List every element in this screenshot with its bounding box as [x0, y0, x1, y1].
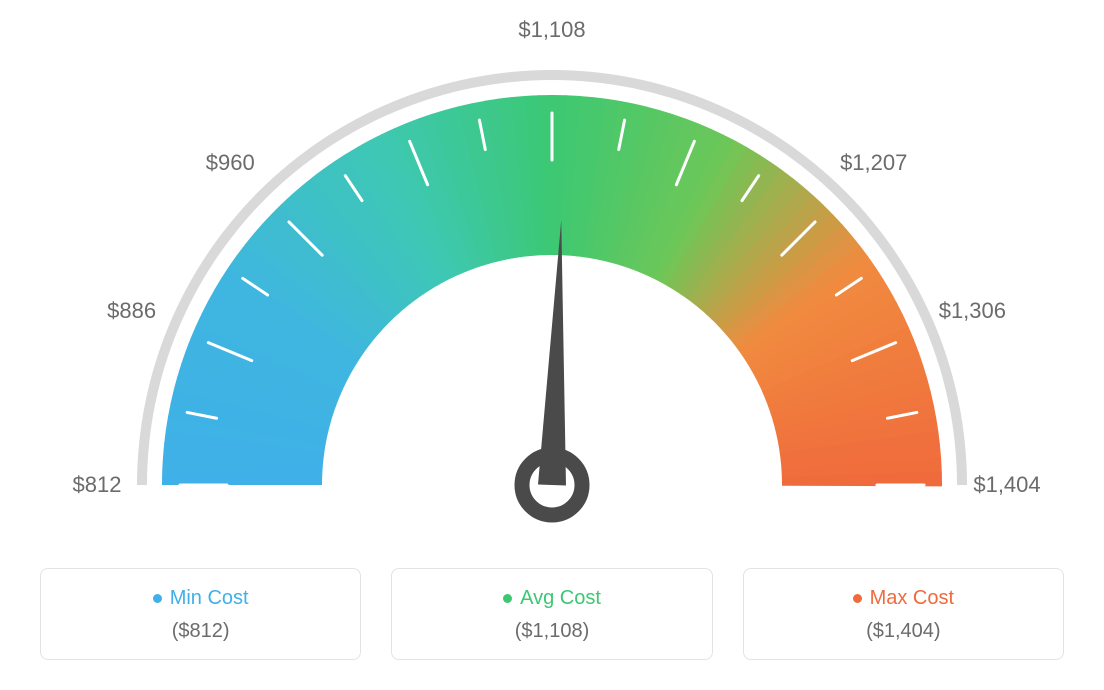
legend-value-max: ($1,404) [754, 620, 1053, 643]
legend-card-max: Max Cost ($1,404) [743, 568, 1064, 660]
legend-dot-avg [503, 594, 512, 603]
gauge-area: $812 $886 $960 $1,108 $1,207 $1,306 $1,404 [0, 0, 1104, 540]
gauge-tick-label: $1,404 [973, 472, 1040, 498]
legend-label-avg: Avg Cost [520, 587, 601, 610]
gauge-tick-label: $1,207 [840, 150, 907, 176]
gauge-tick-label: $886 [107, 298, 156, 324]
legend-title-max: Max Cost [853, 587, 954, 610]
legend-label-min: Min Cost [170, 587, 249, 610]
chart-container: $812 $886 $960 $1,108 $1,207 $1,306 $1,404 Min… [0, 0, 1104, 690]
gauge-tick-label: $1,108 [518, 17, 585, 43]
legend-card-min: Min Cost ($812) [40, 568, 361, 660]
gauge-tick-label: $812 [73, 472, 122, 498]
legend-value-min: ($812) [51, 620, 350, 643]
legend-title-min: Min Cost [153, 587, 249, 610]
legend-value-avg: ($1,108) [402, 620, 701, 643]
legend-card-avg: Avg Cost ($1,108) [391, 568, 712, 660]
legend-label-max: Max Cost [870, 587, 954, 610]
gauge-tick-label: $1,306 [939, 298, 1006, 324]
legend-title-avg: Avg Cost [503, 587, 601, 610]
gauge-svg [0, 0, 1104, 560]
legend-dot-max [853, 594, 862, 603]
gauge-tick-label: $960 [206, 150, 255, 176]
legend-dot-min [153, 594, 162, 603]
legend-row: Min Cost ($812) Avg Cost ($1,108) Max Co… [0, 568, 1104, 660]
